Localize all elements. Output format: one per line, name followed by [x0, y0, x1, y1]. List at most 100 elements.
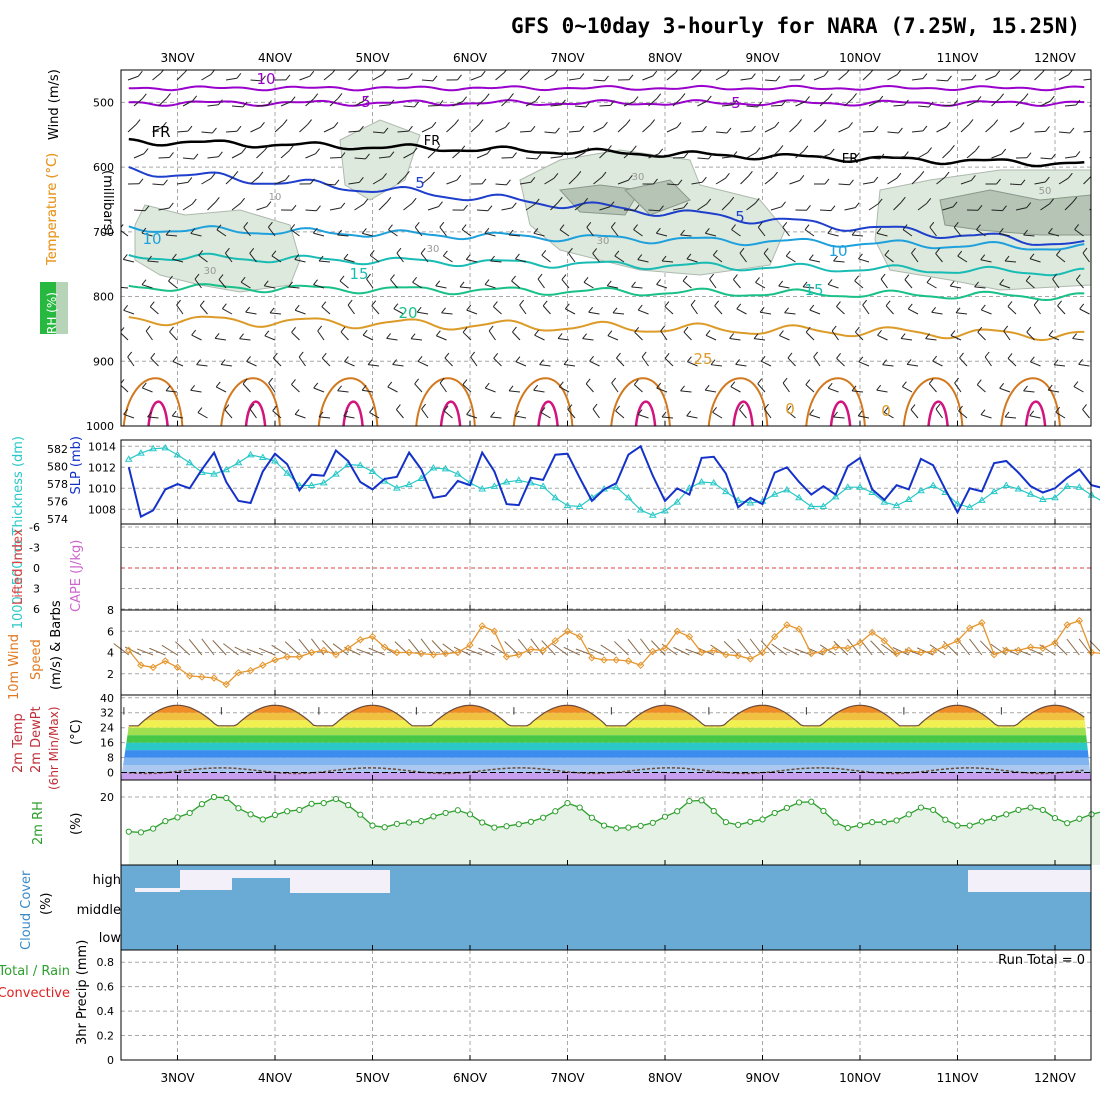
wind-barb — [373, 74, 382, 80]
wind-barb-flag — [832, 326, 836, 331]
wind-barb-flag — [509, 386, 513, 391]
wind-barb-flag — [512, 276, 516, 281]
wind-barb-flag — [291, 224, 295, 229]
wind-barb-flag — [969, 119, 973, 124]
wind-barb-flag — [146, 326, 150, 331]
wind-barb — [1034, 305, 1040, 314]
wind-barb — [447, 180, 457, 184]
wind-barb-flag — [418, 356, 422, 361]
wind-barb-flag — [509, 93, 513, 98]
wind-barb — [520, 305, 526, 314]
thickness-tick-label: 574 — [47, 513, 68, 526]
wind-barb — [863, 305, 869, 314]
freezing-label: FR — [424, 134, 441, 149]
wind-barb-flag — [512, 153, 516, 158]
wind-barb — [1073, 339, 1084, 340]
wind-barb-flag — [172, 411, 176, 416]
wind-barb-flag — [460, 282, 464, 287]
diurnal-contour — [124, 378, 183, 426]
wind-barb — [992, 154, 1002, 158]
top-date-label: 4NOV — [258, 51, 293, 65]
warm-contour — [246, 402, 265, 426]
wind-barb-flag — [804, 146, 808, 151]
wind-barb-flag — [632, 146, 636, 151]
wind-barb-flag — [197, 360, 201, 365]
wind-barb — [632, 287, 643, 288]
wind-barb-flag — [457, 75, 461, 80]
wind-barb — [933, 361, 943, 366]
contour-label: 5 — [415, 174, 425, 192]
wind-barb-flag — [806, 205, 810, 210]
wind-barb — [594, 80, 605, 81]
wind-barb — [710, 279, 716, 288]
wind-barb — [836, 307, 844, 314]
rh2m-point — [662, 814, 667, 819]
wind-barb — [737, 309, 747, 314]
wind-barb — [981, 310, 991, 314]
rh-contour-label: 10 — [269, 192, 282, 203]
contour-label: 5 — [735, 208, 745, 226]
wind-barb — [711, 365, 722, 366]
warm-contour — [831, 402, 850, 426]
wind-barb — [215, 338, 226, 340]
wind-barb-flag — [661, 326, 665, 331]
wind-barb-flag — [241, 198, 245, 203]
wind-barb-flag — [411, 334, 415, 339]
precip-axis-label: 3hr Precip (mm) — [75, 940, 90, 1045]
wind-barb — [839, 73, 847, 80]
wind-barb-flag — [482, 179, 486, 184]
wind-barb — [151, 358, 159, 366]
wind-barb — [545, 75, 555, 80]
wind-barb-flag — [604, 76, 608, 81]
wind-barb-flag — [886, 301, 890, 306]
wind-barb — [878, 335, 888, 340]
wind-barb-flag — [761, 356, 765, 361]
precip-tick-label: 0.4 — [97, 1005, 115, 1018]
wind-barb-flag — [1091, 171, 1095, 176]
wind-barb — [226, 131, 237, 132]
wind-barb-flag — [246, 307, 250, 312]
wind-barb-flag — [310, 71, 314, 76]
rh2m-point — [406, 820, 411, 825]
wind-barb-flag — [192, 199, 196, 204]
wind-barb-flag — [397, 248, 401, 253]
lifted-index-tick-label: 3 — [33, 583, 40, 596]
wind-barb-flag — [169, 152, 173, 157]
wind-barb-flag — [730, 333, 734, 338]
rh2m-point — [1004, 812, 1009, 817]
wind-barb — [667, 73, 675, 80]
bottom-date-label: 11NOV — [937, 1071, 979, 1085]
wind-barb-flag — [855, 276, 859, 281]
wind-barb — [1065, 156, 1076, 158]
wind-barb — [485, 285, 495, 288]
rh2m-point — [857, 823, 862, 828]
wind-barb-flag — [299, 352, 303, 357]
rh2m-point — [163, 819, 168, 824]
wind-barb-flag — [512, 203, 516, 208]
wind-barb — [883, 365, 894, 366]
wind-barb-flag — [1005, 412, 1009, 417]
wind-barb — [1059, 75, 1069, 80]
wind-barb — [170, 332, 177, 340]
rh2m-point — [211, 794, 216, 799]
diurnal-contour — [514, 378, 573, 426]
wind-barb-flag — [687, 411, 691, 416]
wind-barb-flag — [531, 126, 535, 131]
wind-barb-flag — [955, 378, 959, 383]
wind-barb-flag — [1070, 128, 1074, 133]
wind-barb-flag — [494, 353, 498, 358]
wind-barb-flag — [150, 302, 154, 307]
rh2m-point — [784, 805, 789, 810]
wind-barb — [324, 127, 334, 132]
rh2m-point — [699, 798, 704, 803]
wind-barb — [202, 132, 213, 133]
wind-barb-flag — [1027, 327, 1031, 332]
wind-barb — [291, 384, 299, 392]
wind-barb — [467, 310, 477, 314]
warm-contour — [441, 402, 460, 426]
temp-color-band — [121, 735, 1091, 742]
wind-barb-flag — [733, 275, 737, 280]
temp-color-band — [121, 750, 1091, 757]
wind-barb — [534, 390, 545, 392]
bottom-date-label: 12NOV — [1034, 1071, 1076, 1085]
